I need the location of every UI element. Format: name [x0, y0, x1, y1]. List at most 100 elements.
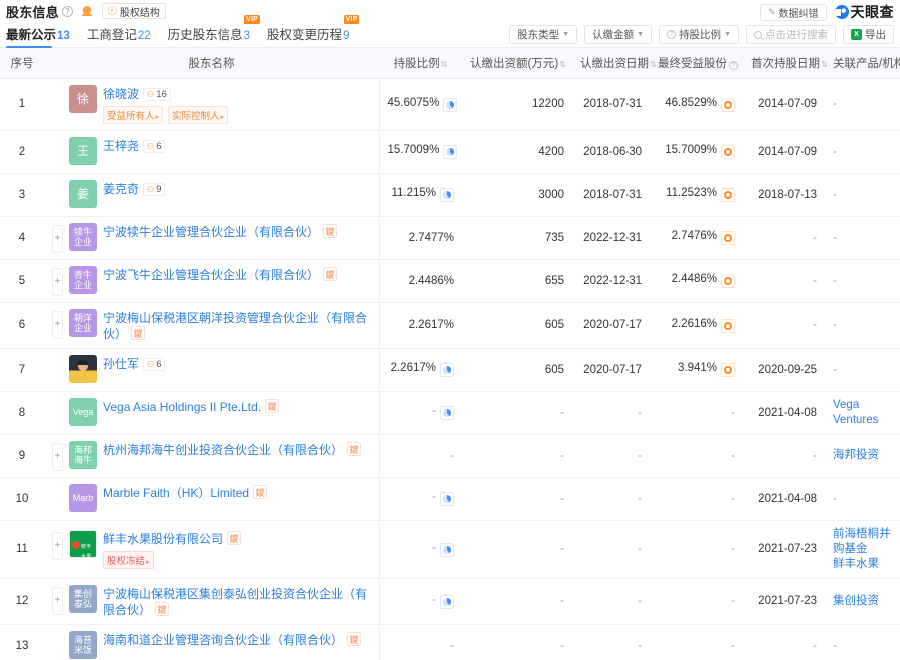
shareholder-name-link[interactable]: 海南和道企业管理咨询合伙企业（有限合伙）: [103, 632, 344, 647]
org-tree-icon[interactable]: 鑁: [347, 442, 362, 456]
org-tree-icon[interactable]: 鑁: [253, 485, 268, 499]
data-correction-button[interactable]: ✎ 数据纠错: [759, 3, 827, 21]
related-people-badge[interactable]: ⚇ 16: [143, 87, 171, 101]
org-tree-icon[interactable]: 鑁: [227, 531, 242, 545]
expand-row-toggle[interactable]: +: [52, 310, 63, 339]
expand-row-toggle[interactable]: +: [52, 586, 63, 615]
people-count: 16: [156, 88, 167, 100]
related-products-cell: 集创投资: [825, 578, 900, 625]
pie-chart-icon[interactable]: [440, 542, 454, 557]
equity-structure-button[interactable]: ⓡ 股权结构: [101, 3, 166, 19]
org-tree-icon[interactable]: 鑁: [155, 602, 170, 616]
subscribed-date-cell: 2022-12-31: [572, 216, 650, 260]
final-benefit-share-cell: -: [650, 434, 743, 478]
beneficiary-target-icon[interactable]: [721, 318, 735, 333]
expand-row-toggle[interactable]: +: [52, 531, 63, 560]
col-subscribed-amount[interactable]: 认缴出资额(万元)⇅: [462, 48, 572, 79]
shareholder-tag[interactable]: 实际控制人▸: [168, 105, 229, 124]
expand-row-toggle[interactable]: +: [52, 442, 63, 471]
beneficiary-target-icon[interactable]: [721, 231, 735, 245]
filter-subscribed-amount[interactable]: 认缴金额 ▼: [584, 25, 653, 44]
subscribed-amount-cell: -: [462, 624, 572, 660]
beneficiary-target-icon[interactable]: [721, 188, 735, 202]
bell-icon[interactable]: [81, 5, 93, 17]
filter-holding-ratio[interactable]: ? 持股比例 ▼: [659, 25, 739, 44]
tab-count: 22: [137, 30, 151, 42]
shareholder-tag[interactable]: 受益所有人▸: [103, 105, 164, 124]
final-benefit-share-cell: 11.2523%: [650, 173, 743, 217]
pie-chart-icon[interactable]: [440, 363, 454, 377]
shareholder-name-link[interactable]: 宁波梅山保税港区集创泰弘创业投资合伙企业（有限合伙）: [103, 586, 368, 617]
row-index: 2: [0, 130, 44, 174]
org-tree-icon[interactable]: 鑁: [265, 399, 280, 413]
final-benefit-share-cell: 15.7009%: [650, 130, 743, 174]
shareholder-name-link[interactable]: 宁波梅山保税港区朝洋投资管理合伙企业（有限合伙）: [103, 310, 368, 341]
table-row: 12 + 集创 泰弘 宁波梅山保税港区集创泰弘创业投资合伙企业（有限合伙）鑁 - - - -20…: [0, 578, 900, 625]
expand-row-toggle[interactable]: +: [52, 267, 63, 296]
shareholder-name-link[interactable]: 宁波犊牛企业管理合伙企业（有限合伙）: [103, 224, 320, 239]
org-tree-icon[interactable]: 鑁: [323, 267, 338, 281]
related-products-cell: 前海梧桐并购基金鲜丰水果: [825, 520, 900, 579]
related-product-link[interactable]: 前海梧桐并购基金: [833, 527, 891, 555]
related-people-badge[interactable]: ⚇ 9: [143, 182, 166, 196]
org-tree-icon[interactable]: 鑁: [323, 224, 338, 238]
related-product-link[interactable]: 鲜丰水果: [833, 557, 879, 570]
search-input[interactable]: 点击进行搜索: [746, 25, 836, 44]
shareholder-name-link[interactable]: 王梓尧: [103, 138, 140, 153]
col-first-holding-date[interactable]: 首次持股日期⇅: [743, 48, 828, 79]
tab-equity-change-history[interactable]: 股权变更历程9 VIP: [267, 15, 360, 47]
tab-historical-shareholders[interactable]: 历史股东信息3 VIP: [168, 15, 261, 47]
shareholder-name-link[interactable]: 孙仕军: [103, 356, 140, 371]
table-row: 2+王王梓尧⚇615.7009%42002018-06-3015.7009%20…: [0, 130, 900, 174]
pie-chart-icon[interactable]: [440, 594, 454, 609]
pie-chart-icon[interactable]: [440, 406, 454, 420]
related-product-link[interactable]: 海邦投资: [833, 449, 879, 461]
question-icon[interactable]: ?: [61, 5, 73, 17]
holding-ratio-value: -: [450, 639, 454, 652]
shareholder-name-link[interactable]: 徐晓波: [103, 86, 140, 101]
row-index: 1: [0, 78, 44, 131]
related-products-cell: -: [825, 477, 900, 521]
question-icon[interactable]: ?: [729, 60, 738, 70]
related-people-badge[interactable]: ⚇ 6: [143, 357, 166, 371]
expand-row-toggle[interactable]: +: [52, 224, 63, 253]
org-tree-icon[interactable]: 鑁: [347, 632, 362, 646]
shareholder-name-link[interactable]: 宁波飞牛企业管理合伙企业（有限合伙）: [103, 267, 320, 282]
row-index: 12: [0, 578, 44, 625]
related-product-link[interactable]: Vega Ventures: [833, 398, 879, 426]
holding-ratio-cell: -: [379, 624, 462, 660]
final-benefit-share-cell: 2.2616%: [650, 302, 743, 349]
org-tree-icon[interactable]: 鑁: [131, 326, 146, 340]
pie-chart-icon[interactable]: [443, 97, 458, 112]
tab-business-registration[interactable]: 工商登记22: [87, 24, 151, 47]
beneficiary-target-icon[interactable]: [721, 97, 735, 112]
shareholder-name-link[interactable]: Vega Asia Holdings II Pte.Ltd.: [103, 399, 262, 414]
shareholder-name-link[interactable]: 杭州海邦海牛创业投资合伙企业（有限合伙）: [103, 442, 344, 457]
shareholder-name-link[interactable]: 姜克奇: [103, 181, 140, 196]
beneficiary-target-icon[interactable]: [721, 274, 735, 288]
shareholder-tag[interactable]: 股权冻结▸: [103, 550, 154, 569]
table-body: 1+徐徐晓波⚇16受益所有人▸实际控制人▸45.6075%122002018-0…: [0, 78, 900, 660]
beneficiary-target-icon[interactable]: [721, 363, 735, 377]
col-subscribed-date[interactable]: 认缴出资日期⇅: [572, 48, 657, 79]
beneficiary-target-icon[interactable]: [721, 145, 735, 159]
avatar-text: 青牛: [73, 269, 92, 280]
tab-latest-disclosure[interactable]: 最新公示13: [6, 24, 70, 48]
final-benefit-value: 2.4486%: [671, 273, 717, 285]
tab-count: 9: [343, 30, 350, 42]
subscribed-date-cell: -: [572, 477, 650, 521]
shareholder-name-link[interactable]: 鲜丰水果股份有限公司: [103, 531, 224, 546]
pie-chart-icon[interactable]: [443, 145, 458, 159]
pie-chart-icon[interactable]: [440, 492, 454, 506]
pie-chart-icon[interactable]: [440, 188, 454, 202]
avatar: 集创 泰弘: [69, 584, 97, 613]
export-button[interactable]: X 导出: [843, 25, 894, 44]
related-people-badge[interactable]: ⚇ 6: [143, 139, 166, 153]
col-holding-ratio[interactable]: 持股比例⇅: [379, 48, 462, 79]
related-product-link[interactable]: 集创投资: [833, 594, 879, 607]
final-benefit-value: -: [731, 595, 735, 607]
filter-shareholder-type[interactable]: 股东类型 ▼: [509, 25, 578, 44]
shareholder-name-link[interactable]: Marble Faith（HK）Limited: [103, 485, 250, 500]
